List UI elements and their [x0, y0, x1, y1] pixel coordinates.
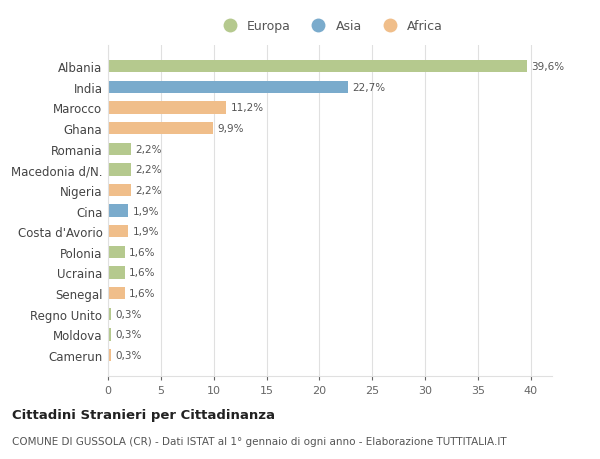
- Bar: [108, 164, 131, 176]
- Bar: [108, 246, 125, 258]
- Text: 0,3%: 0,3%: [115, 330, 142, 340]
- Bar: [108, 205, 128, 217]
- Bar: [108, 308, 111, 320]
- Text: 2,2%: 2,2%: [136, 185, 162, 196]
- Text: COMUNE DI GUSSOLA (CR) - Dati ISTAT al 1° gennaio di ogni anno - Elaborazione TU: COMUNE DI GUSSOLA (CR) - Dati ISTAT al 1…: [12, 436, 506, 446]
- Text: 1,9%: 1,9%: [133, 227, 159, 237]
- Text: 39,6%: 39,6%: [531, 62, 564, 72]
- Text: 1,6%: 1,6%: [129, 247, 155, 257]
- Text: 1,9%: 1,9%: [133, 206, 159, 216]
- Text: 2,2%: 2,2%: [136, 145, 162, 154]
- Legend: Europa, Asia, Africa: Europa, Asia, Africa: [217, 20, 443, 33]
- Bar: [108, 349, 111, 361]
- Text: 9,9%: 9,9%: [217, 124, 244, 134]
- Bar: [108, 267, 125, 279]
- Text: Cittadini Stranieri per Cittadinanza: Cittadini Stranieri per Cittadinanza: [12, 409, 275, 421]
- Bar: [108, 123, 212, 135]
- Text: 11,2%: 11,2%: [230, 103, 264, 113]
- Bar: [108, 329, 111, 341]
- Text: 1,6%: 1,6%: [129, 288, 155, 298]
- Text: 2,2%: 2,2%: [136, 165, 162, 175]
- Text: 0,3%: 0,3%: [115, 309, 142, 319]
- Bar: [108, 143, 131, 156]
- Text: 1,6%: 1,6%: [129, 268, 155, 278]
- Bar: [108, 61, 527, 73]
- Bar: [108, 102, 226, 114]
- Bar: [108, 225, 128, 238]
- Bar: [108, 82, 348, 94]
- Bar: [108, 287, 125, 300]
- Text: 22,7%: 22,7%: [352, 83, 385, 93]
- Bar: [108, 185, 131, 197]
- Text: 0,3%: 0,3%: [115, 350, 142, 360]
